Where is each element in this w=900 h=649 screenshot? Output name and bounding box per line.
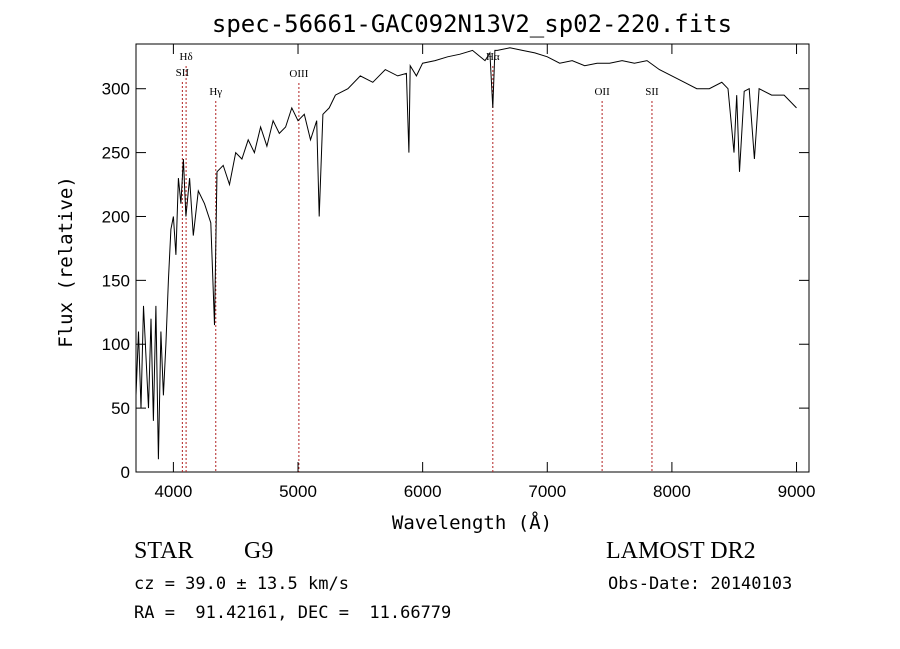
- plot-frame: [135, 43, 810, 473]
- x-tick-label: 8000: [653, 482, 691, 501]
- object-subclass: G9: [244, 538, 274, 564]
- x-tick-label: 6000: [404, 482, 442, 501]
- x-axis-label: Wavelength (Å): [392, 511, 552, 534]
- object-class: STAR: [134, 538, 194, 564]
- x-tick-label: 5000: [279, 482, 317, 501]
- y-axis-label: Flux (relative): [55, 176, 77, 348]
- line-marker-label: Hα: [486, 51, 500, 63]
- line-marker-label: SII: [645, 86, 659, 98]
- line-marker-label: OIII: [289, 68, 308, 80]
- observation-date: Obs-Date: 20140103: [608, 574, 793, 594]
- line-marker-label: Hγ: [209, 86, 222, 98]
- y-tick-label: 300: [102, 80, 130, 99]
- survey-name: LAMOST DR2: [606, 538, 756, 564]
- y-tick-label: 50: [111, 399, 130, 418]
- line-marker-label: SII: [176, 67, 190, 79]
- y-axis-ticks: 0 50 100 150 200 250 300: [102, 80, 809, 482]
- y-tick-label: 200: [102, 207, 130, 226]
- line-markers: Hδ SII Hγ OIII Hα OII SII: [176, 51, 659, 472]
- line-marker-label: Hδ: [180, 51, 193, 63]
- y-tick-label: 0: [121, 463, 130, 482]
- sky-coordinates: RA = 91.42161, DEC = 11.66779: [134, 603, 452, 623]
- x-tick-label: 9000: [778, 482, 816, 501]
- line-marker-label: OII: [594, 86, 610, 98]
- x-axis-ticks: 4000 5000 6000 7000 8000 9000: [154, 44, 815, 501]
- x-tick-label: 4000: [154, 482, 192, 501]
- y-tick-label: 250: [102, 144, 130, 163]
- y-tick-label: 100: [102, 335, 130, 354]
- spectrum-line: [135, 47, 797, 460]
- y-tick-label: 150: [102, 271, 130, 290]
- chart-title: spec-56661-GAC092N13V2_sp02-220.fits: [212, 10, 732, 38]
- x-tick-label: 7000: [528, 482, 566, 501]
- redshift-velocity: cz = 39.0 ± 13.5 km/s: [134, 574, 349, 594]
